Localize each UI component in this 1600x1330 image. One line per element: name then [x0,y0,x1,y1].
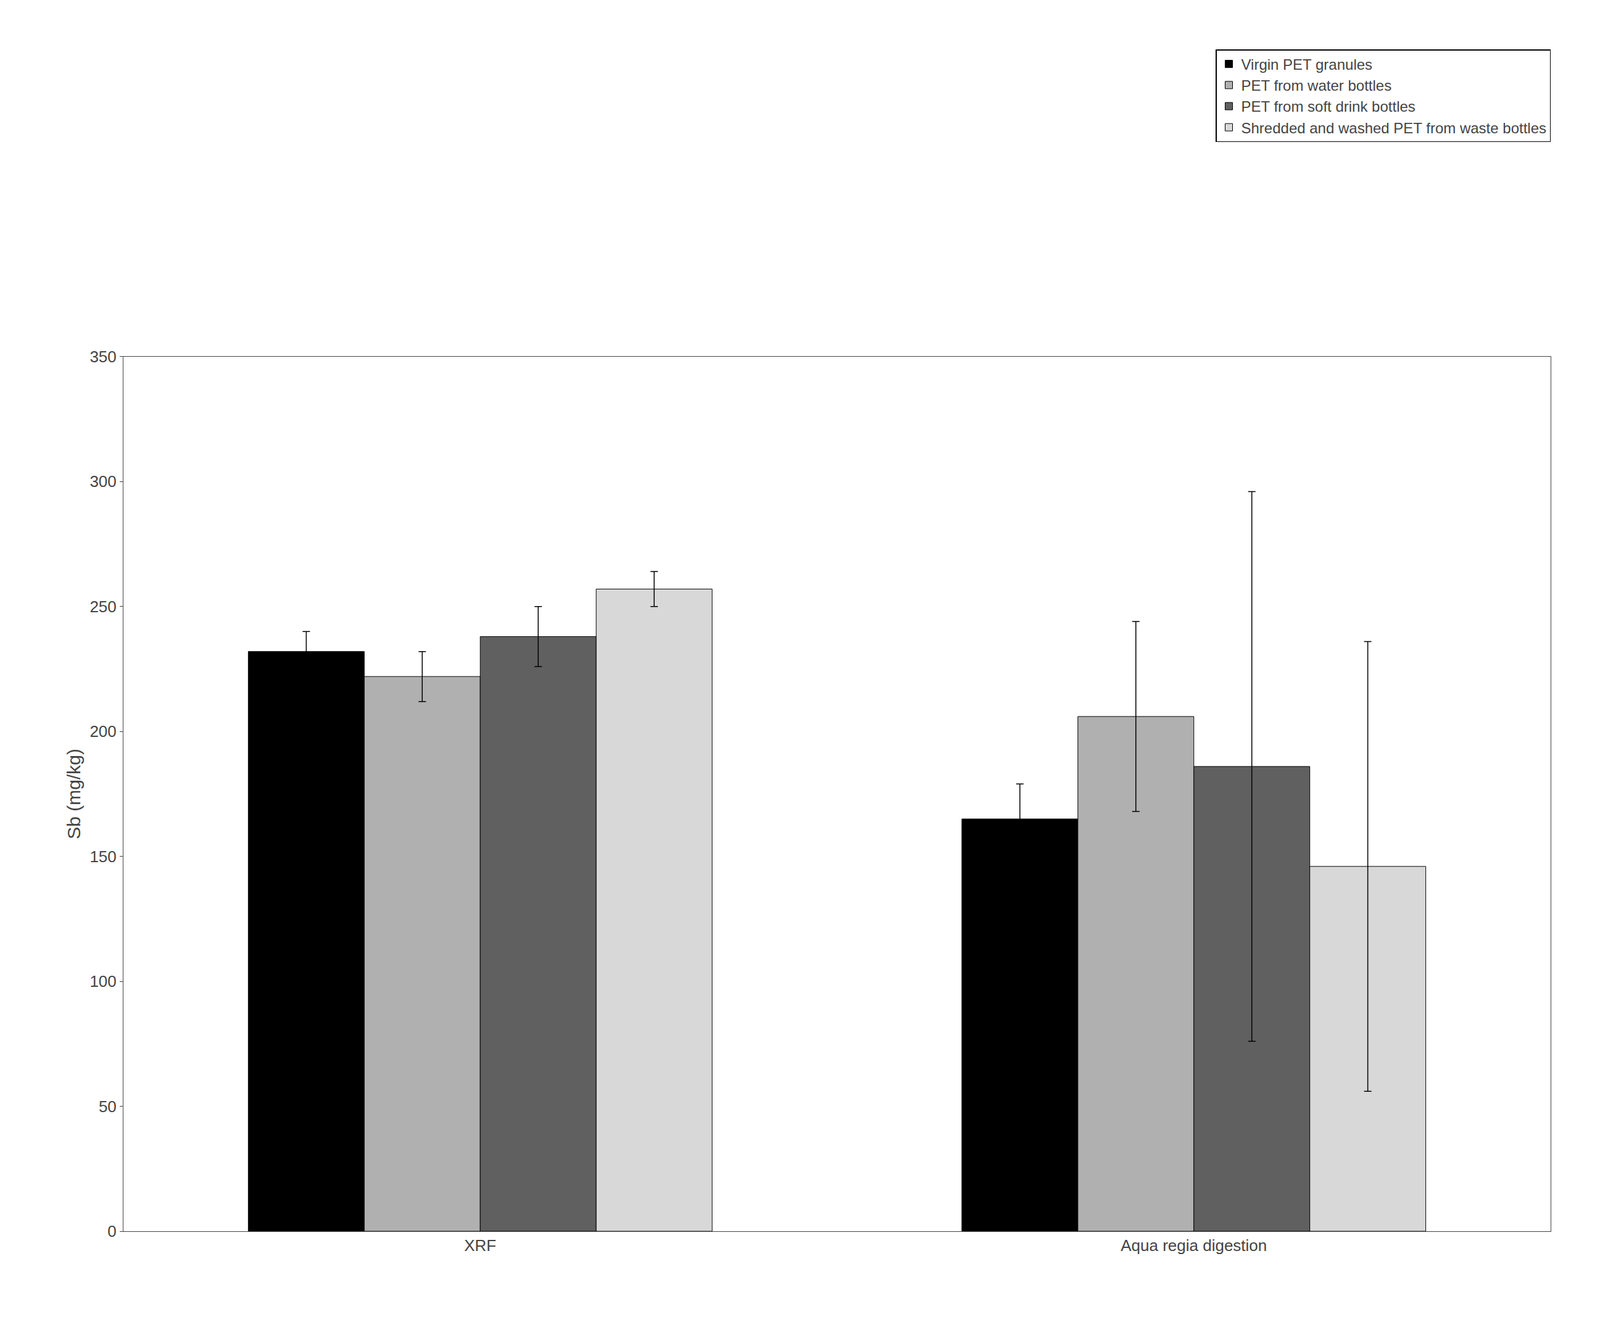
svg-text:Virgin PET granules: Virgin PET granules [1241,56,1373,73]
svg-text:PET from soft drink bottles: PET from soft drink bottles [1241,98,1416,115]
svg-text:150: 150 [89,847,117,866]
svg-text:300: 300 [89,472,117,491]
svg-text:Aqua regia digestion: Aqua regia digestion [1120,1235,1267,1255]
svg-text:PET from water bottles: PET from water bottles [1241,77,1393,94]
svg-text:250: 250 [89,597,117,616]
svg-text:200: 200 [89,721,117,741]
svg-text:350: 350 [89,347,117,366]
svg-text:XRF: XRF [464,1235,497,1255]
svg-text:0: 0 [107,1221,117,1241]
svg-text:Sb (mg/kg): Sb (mg/kg) [63,748,84,840]
svg-text:50: 50 [98,1097,117,1116]
svg-text:Shredded and washed PET from w: Shredded and washed PET from waste bottl… [1241,119,1547,137]
svg-text:100: 100 [89,971,117,991]
